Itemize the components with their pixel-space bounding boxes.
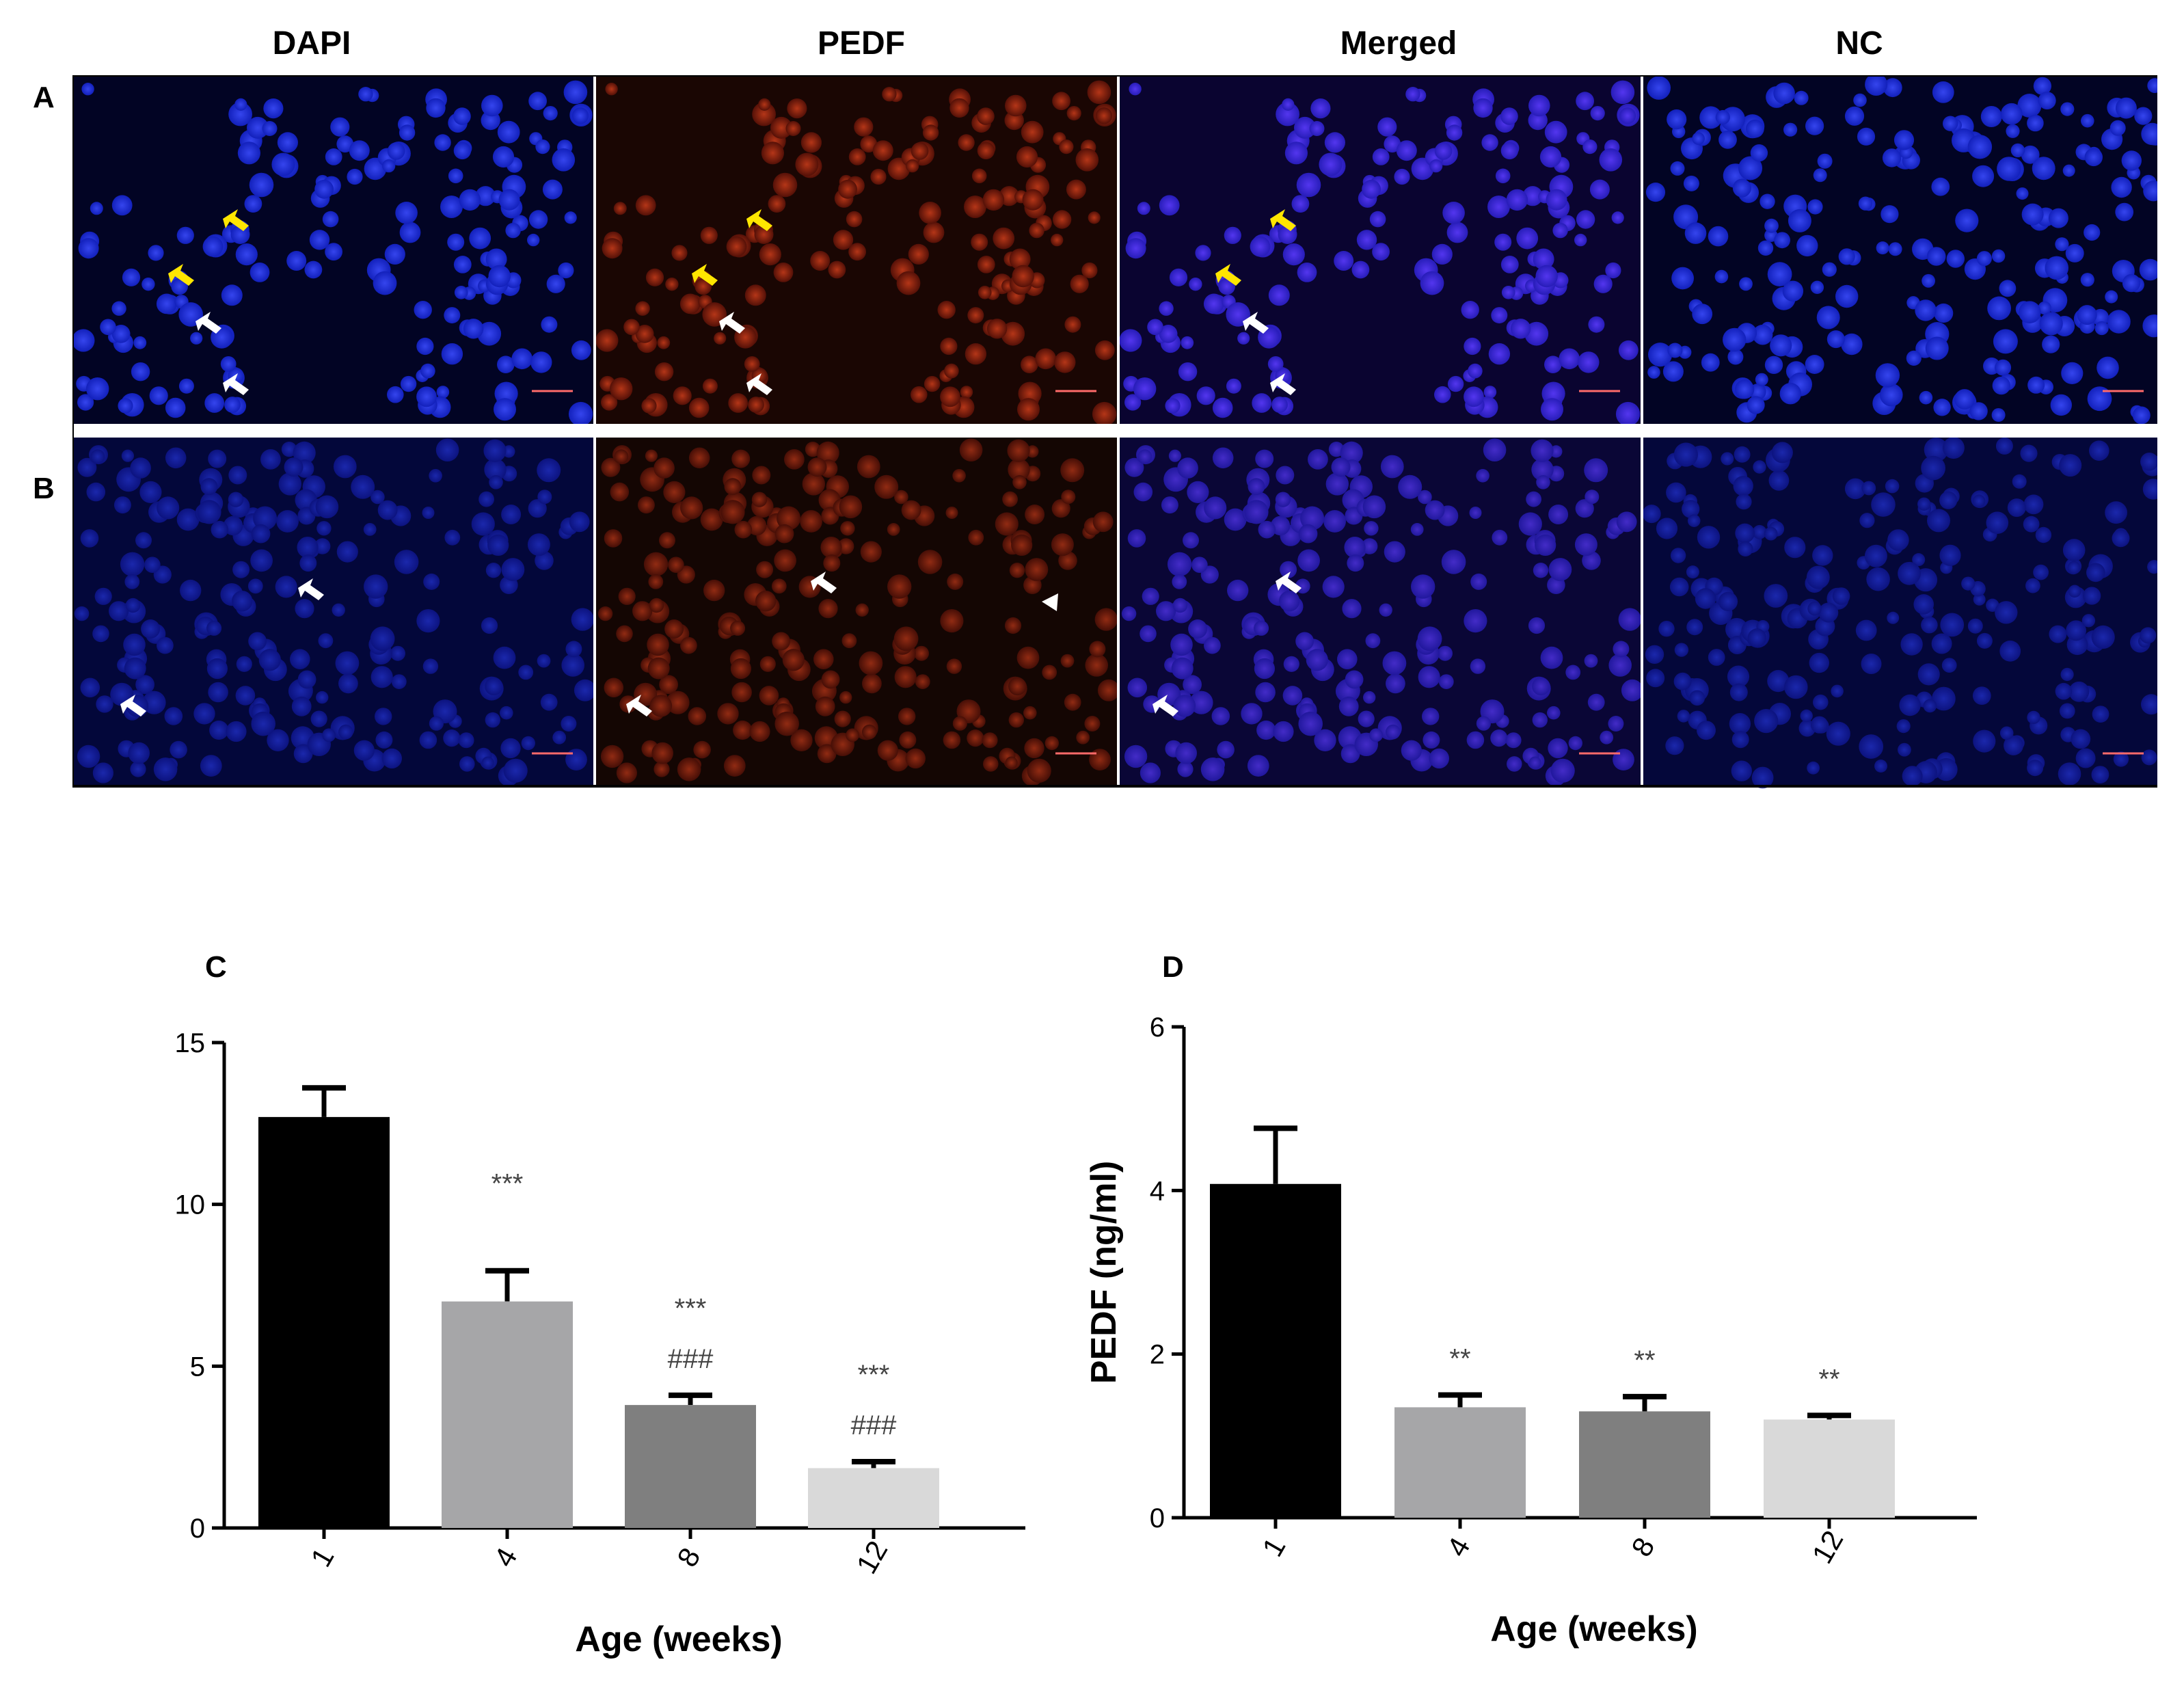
x-tick-label: 1 bbox=[1256, 1532, 1291, 1562]
bar-chart-c: 0 5 10 15 1 4 *** 8 *** ### 12 *** ### Age (weeks) bbox=[175, 1028, 1025, 1659]
significance-star-label: *** bbox=[675, 1293, 707, 1324]
bar-1 bbox=[258, 1116, 390, 1528]
column-title-merged: Merged bbox=[1340, 25, 1457, 62]
cell-nuclei-cluster bbox=[1119, 80, 1641, 427]
y-tick-label: 15 bbox=[175, 1028, 206, 1058]
significance-star-label: ** bbox=[1449, 1344, 1470, 1374]
x-tick-label: 12 bbox=[1805, 1525, 1849, 1569]
panel-label-d: D bbox=[1162, 950, 1184, 984]
white-arrowhead-icon bbox=[1042, 593, 1058, 611]
significance-star-label: *** bbox=[491, 1169, 524, 1199]
x-tick-label: 1 bbox=[304, 1542, 340, 1572]
bar-8 bbox=[625, 1405, 756, 1528]
panel-label-c: C bbox=[205, 950, 227, 984]
x-axis-label: Age (weeks) bbox=[575, 1620, 782, 1659]
significance-star-label: ** bbox=[1634, 1345, 1655, 1376]
x-axis-label: Age (weeks) bbox=[1490, 1609, 1697, 1649]
significance-star-label: *** bbox=[858, 1360, 890, 1390]
significance-hash-label: ### bbox=[668, 1344, 714, 1374]
x-tick-label: 8 bbox=[1625, 1532, 1660, 1562]
y-tick-label: 0 bbox=[190, 1514, 205, 1544]
cell-nuclei-cluster bbox=[597, 438, 1120, 786]
y-tick-label: 10 bbox=[175, 1190, 206, 1220]
bar-12 bbox=[1764, 1419, 1895, 1518]
significance-star-label: ** bbox=[1818, 1364, 1839, 1394]
bar-chart-d: 0 2 4 6 1 4 ** 8 ** 12 ** Age (weeks) PEDF (ng/ml) bbox=[1084, 1012, 1977, 1649]
cell-nuclei-cluster bbox=[74, 438, 596, 786]
cell-nuclei-cluster bbox=[72, 80, 593, 427]
x-tick-label: 4 bbox=[1440, 1532, 1476, 1562]
cell-nuclei-cluster bbox=[595, 80, 1117, 427]
fluorescence-micrograph-grid bbox=[72, 75, 2157, 789]
y-axis-label: PEDF (ng/ml) bbox=[1084, 1161, 1124, 1384]
bar-12 bbox=[808, 1468, 939, 1528]
x-tick-label: 8 bbox=[671, 1542, 706, 1572]
bar-8 bbox=[1579, 1411, 1710, 1518]
cell-nuclei-cluster bbox=[1121, 438, 1643, 786]
bar-4 bbox=[1394, 1407, 1526, 1518]
cell-nuclei-cluster bbox=[1645, 75, 2157, 425]
y-tick-label: 0 bbox=[1150, 1503, 1165, 1533]
column-title-nc: NC bbox=[1835, 25, 1883, 62]
y-tick-label: 4 bbox=[1150, 1176, 1165, 1206]
bar-4 bbox=[442, 1301, 573, 1528]
cell-nuclei-cluster bbox=[1642, 437, 2157, 789]
bar-1 bbox=[1210, 1183, 1341, 1518]
x-tick-label: 12 bbox=[850, 1535, 893, 1579]
column-title-dapi: DAPI bbox=[272, 25, 351, 62]
y-tick-label: 6 bbox=[1150, 1012, 1165, 1043]
column-title-pedf: PEDF bbox=[817, 25, 905, 62]
row-label-b: B bbox=[33, 472, 55, 505]
y-tick-label: 2 bbox=[1150, 1340, 1165, 1370]
row-label-a: A bbox=[33, 81, 55, 114]
grid-frame bbox=[72, 75, 2157, 788]
x-tick-label: 4 bbox=[487, 1542, 523, 1572]
row-divider bbox=[72, 424, 2157, 438]
y-tick-label: 5 bbox=[190, 1352, 205, 1382]
significance-hash-label: ### bbox=[851, 1410, 897, 1440]
